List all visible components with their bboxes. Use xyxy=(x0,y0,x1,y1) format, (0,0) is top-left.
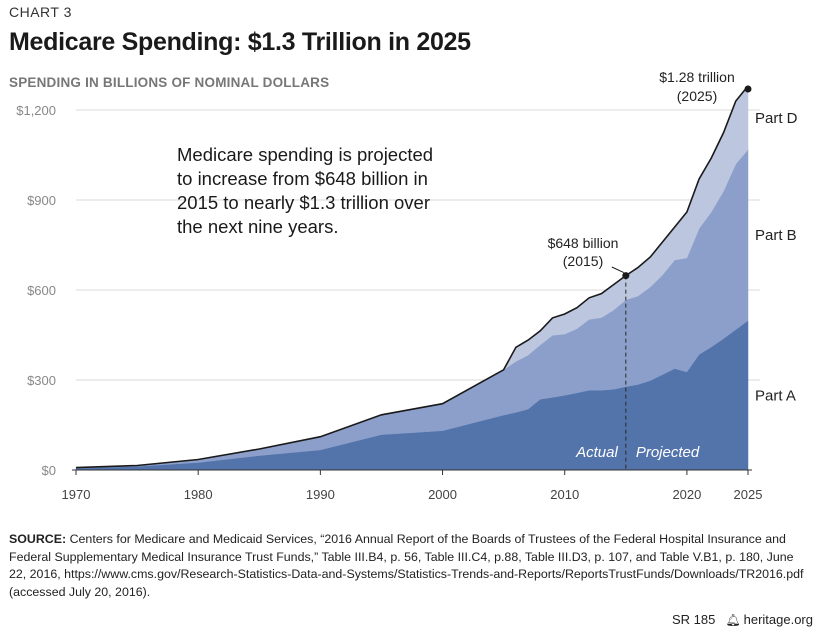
point-2025 xyxy=(744,85,752,93)
x-tick-label: 2020 xyxy=(672,487,701,502)
annotation-2025-value: $1.28 trillion xyxy=(659,69,735,85)
chart-number: CHART 3 xyxy=(9,4,72,20)
bell-icon: 🔔︎ xyxy=(725,613,741,627)
total-outline xyxy=(75,85,749,469)
y-axis-unit-label: SPENDING IN BILLIONS OF NOMINAL DOLLARS xyxy=(9,75,330,90)
y-tick-label: $0 xyxy=(42,463,56,478)
y-axis: $0 $300 $600 $900 $1,200 xyxy=(16,103,56,478)
note-line: Medicare spending is projected xyxy=(177,144,433,165)
series-label-part-a: Part A xyxy=(755,387,796,404)
annotation-2015-year: (2015) xyxy=(563,253,603,269)
point-2015 xyxy=(622,272,630,280)
actual-projected-divider: Actual Projected xyxy=(575,275,700,470)
x-axis: 1970 1980 1990 2000 2010 2020 2025 xyxy=(62,469,763,502)
series-label-part-b: Part B xyxy=(755,227,797,244)
x-tick-label: 2010 xyxy=(550,487,579,502)
x-tick-label: 2000 xyxy=(428,487,457,502)
annotations: $648 billion (2015) $1.28 trillion (2025) xyxy=(548,69,752,280)
source-text: Centers for Medicare and Medicaid Servic… xyxy=(9,532,804,599)
actual-label: Actual xyxy=(575,444,618,461)
y-tick-label: $600 xyxy=(27,283,56,298)
leader-2015 xyxy=(611,266,625,274)
series-label-part-d: Part D xyxy=(755,110,798,127)
source-label: SOURCE: xyxy=(9,532,67,546)
x-tick-label: 1970 xyxy=(62,487,91,502)
footer: SR 185 🔔︎ heritage.org xyxy=(672,612,813,627)
note-line: the next nine years. xyxy=(177,216,338,237)
y-tick-label: $900 xyxy=(27,193,56,208)
annotation-2015-value: $648 billion xyxy=(548,235,619,251)
site-name: heritage.org xyxy=(743,612,813,627)
x-tick-label: 1990 xyxy=(306,487,335,502)
note-line: to increase from $648 billion in xyxy=(177,168,428,189)
y-tick-label: $300 xyxy=(27,373,56,388)
x-tick-label: 2025 xyxy=(734,487,763,502)
report-id: SR 185 xyxy=(672,612,716,627)
annotation-2025-year: (2025) xyxy=(677,88,717,104)
grid-lines xyxy=(76,109,760,381)
x-tick-label: 1980 xyxy=(184,487,213,502)
series-labels: Part A Part B Part D xyxy=(755,110,798,404)
chart-note: Medicare spending is projected to increas… xyxy=(177,144,433,237)
projected-label: Projected xyxy=(636,444,700,461)
area-chart: Actual Projected 1970 1980 1990 2000 2010 2020… xyxy=(16,69,798,502)
page-title: Medicare Spending: $1.3 Trillion in 2025 xyxy=(9,28,471,56)
y-tick-label: $1,200 xyxy=(16,103,56,118)
source-note: SOURCE: Centers for Medicare and Medicai… xyxy=(9,531,809,601)
note-line: 2015 to nearly $1.3 trillion over xyxy=(177,192,430,213)
total-line xyxy=(75,85,749,469)
